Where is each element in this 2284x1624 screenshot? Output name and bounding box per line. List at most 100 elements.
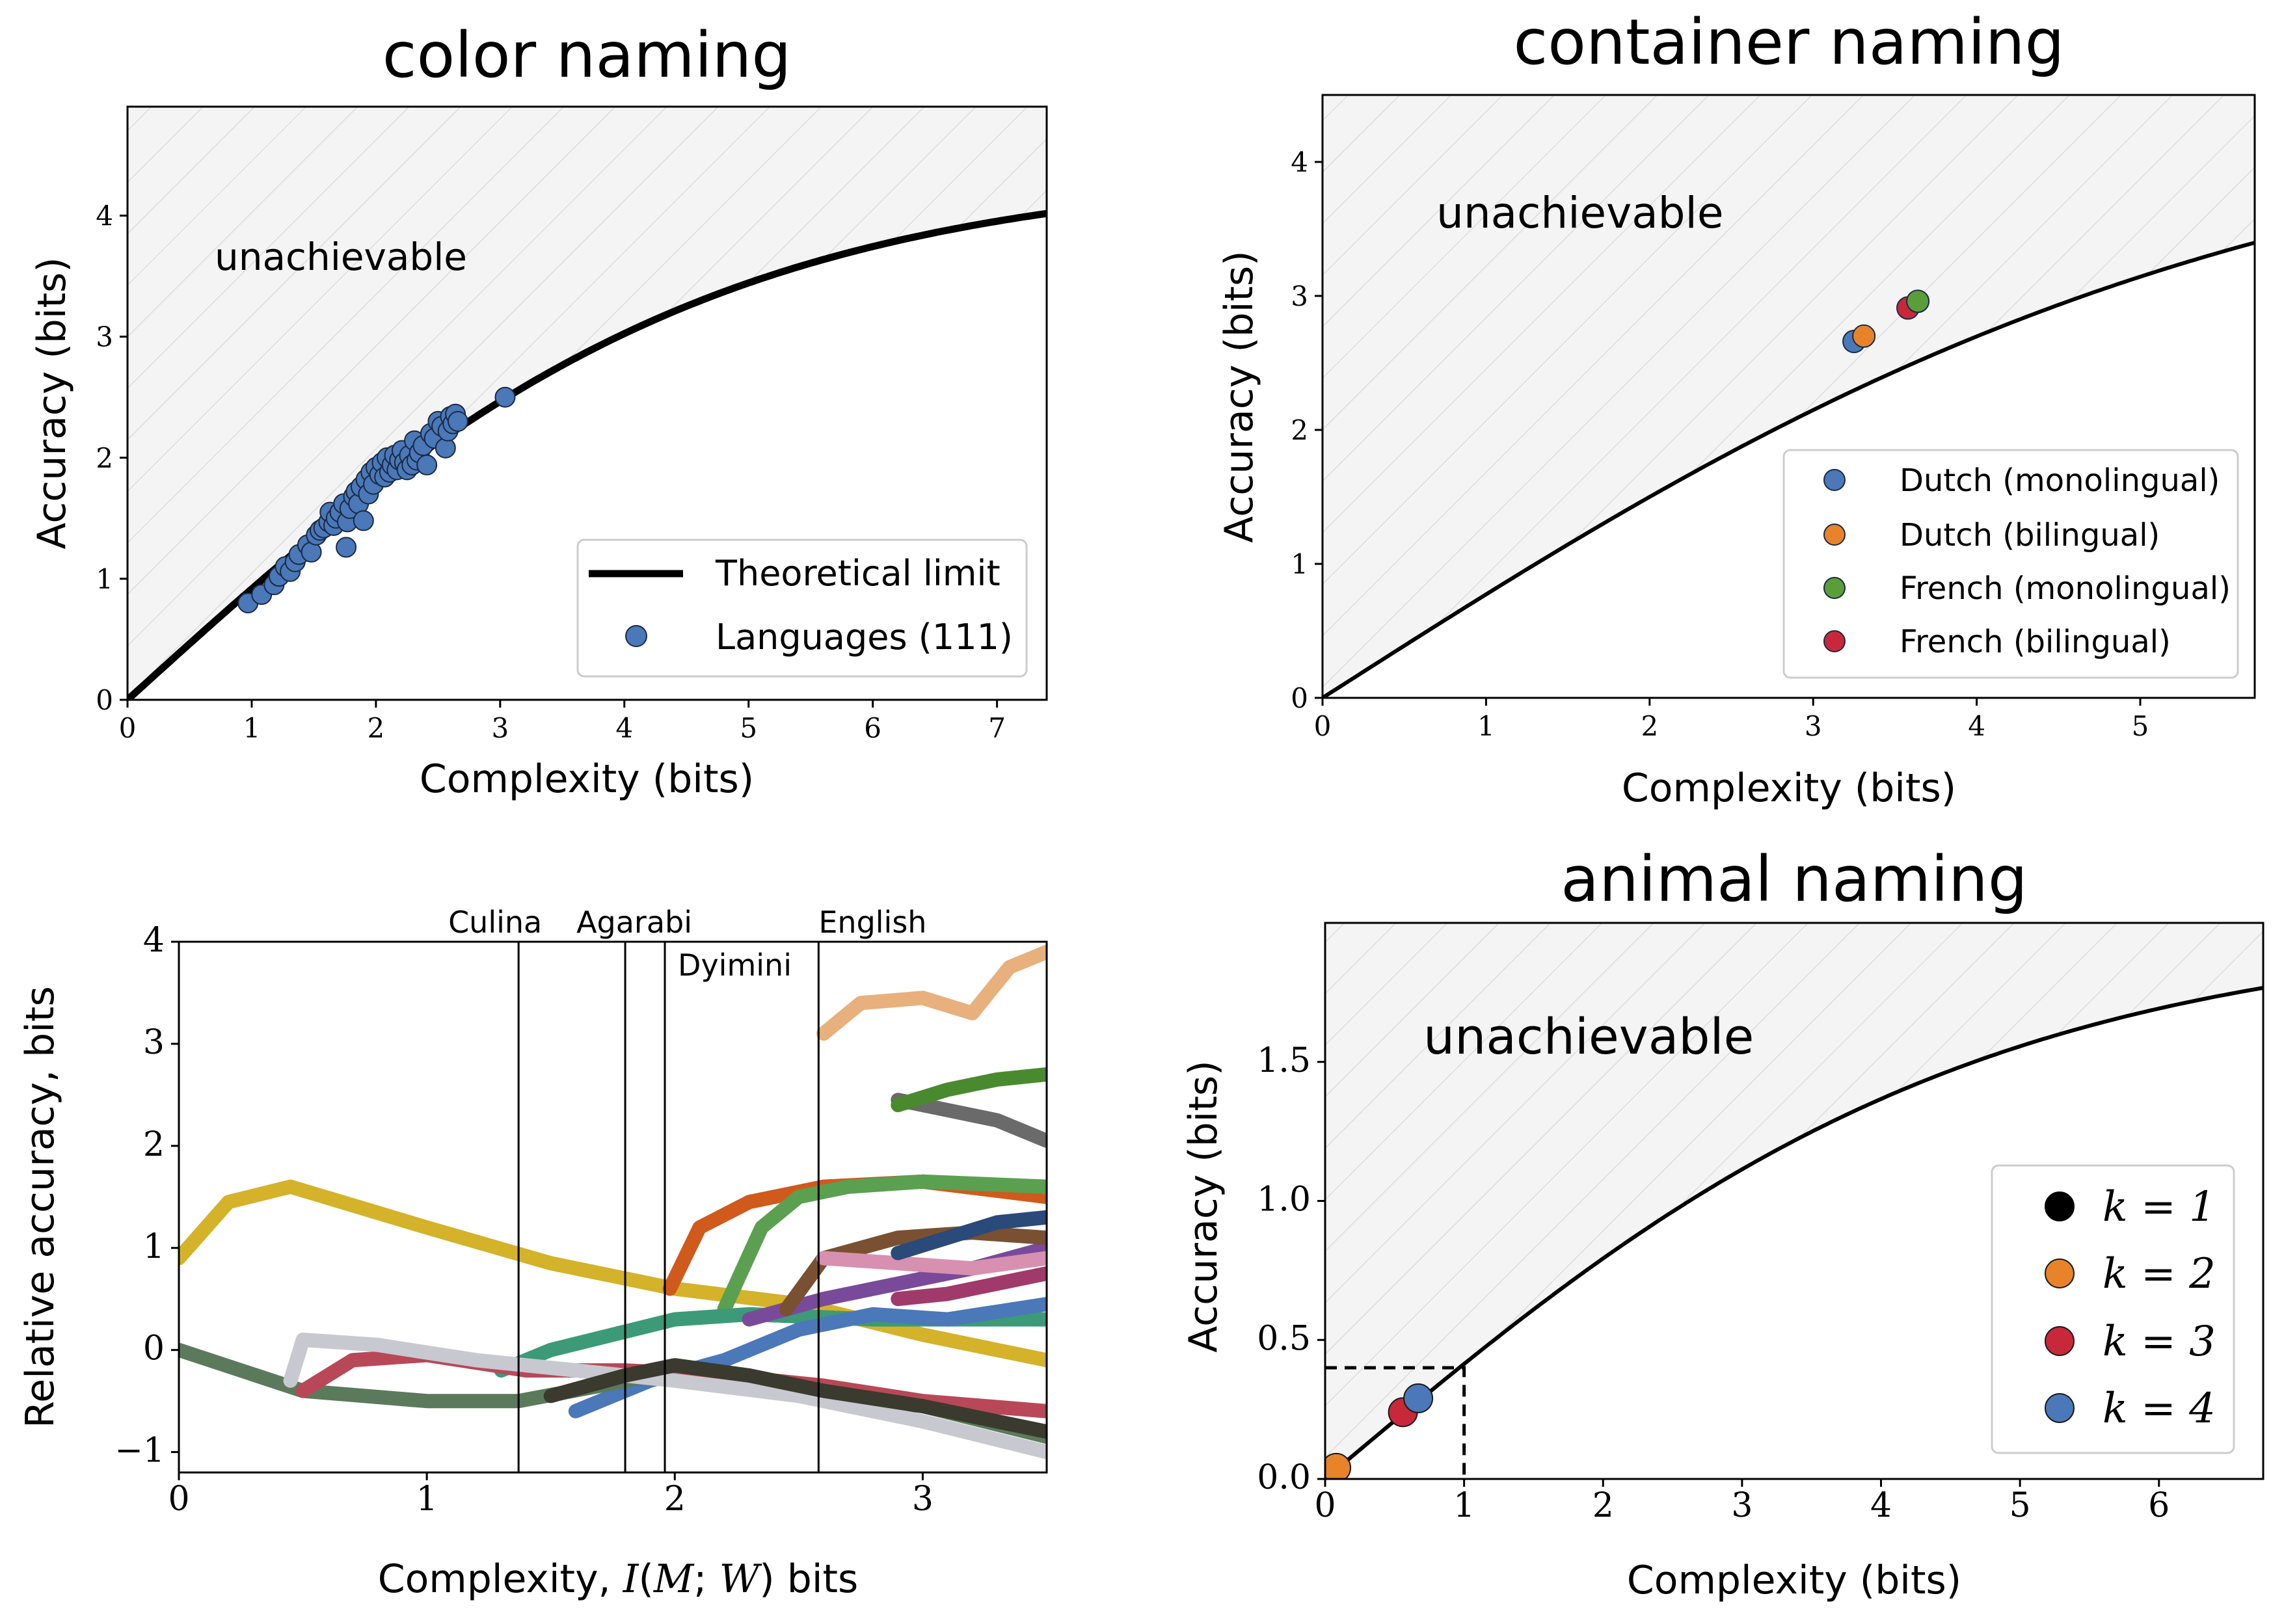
language-point — [494, 386, 516, 408]
y-axis-label: Relative accuracy, bits — [18, 986, 63, 1428]
legend: Dutch (monolingual) Dutch (bilingual) Fr… — [1782, 449, 2239, 679]
language-point — [416, 454, 438, 475]
y-tick-label: 4 — [143, 921, 165, 960]
x-tick-label: 2 — [1641, 710, 1658, 742]
x-ticks: 0 1 2 3 4 5 — [1314, 698, 2149, 742]
k-point — [1403, 1383, 1434, 1414]
axes-frame — [178, 940, 1048, 1474]
relative-accuracy-curve — [891, 1210, 1047, 1260]
y-tick-label: 3 — [143, 1023, 165, 1062]
y-ticks: 0.0 0.5 1.0 1.5 — [1257, 1041, 1325, 1497]
relative-accuracy-curves — [179, 944, 1047, 1459]
legend-marker-k4 — [2045, 1393, 2075, 1423]
y-tick-label: 1.0 — [1257, 1180, 1311, 1219]
legend: k = 1 k = 2 k = 3 k = 4 — [1991, 1164, 2235, 1454]
legend-label-k4: k = 4 — [2103, 1385, 2216, 1433]
x-tick-label: 0 — [1314, 710, 1332, 742]
y-axis-label: Accuracy (bits) — [1181, 1060, 1226, 1352]
x-tick-label: 7 — [988, 712, 1006, 744]
language-point — [336, 537, 357, 558]
legend-marker-languages — [625, 625, 647, 647]
y-tick-label: 1.5 — [1257, 1041, 1311, 1080]
legend-marker-dutch-mono — [1823, 469, 1846, 491]
x-axis-label: Complexity (bits) — [1622, 765, 1956, 811]
x-tick-label: 3 — [491, 712, 509, 744]
x-tick-label: 2 — [664, 1480, 686, 1519]
y-tick-label: 2 — [96, 442, 113, 474]
legend-label-k1: k = 1 — [2103, 1183, 2216, 1231]
x-tick-label: 5 — [740, 712, 757, 744]
x-tick-label: 3 — [1731, 1486, 1753, 1525]
language-point — [353, 510, 374, 531]
x-ticks: 0 1 2 3 4 5 6 — [1314, 1479, 2170, 1525]
relative-accuracy-curve — [779, 1225, 1047, 1316]
frontier-curve — [1325, 985, 2263, 1479]
k-points — [1325, 1383, 1434, 1479]
x-tick-label: 5 — [2132, 710, 2149, 742]
legend-marker-french-bi — [1823, 630, 1846, 652]
legend-label-languages: Languages (111) — [716, 617, 1013, 658]
x-tick-label: 0 — [168, 1480, 189, 1519]
y-tick-label: 0 — [1291, 682, 1308, 714]
x-tick-label: 1 — [416, 1480, 438, 1519]
relative-accuracy-curve — [891, 1093, 1047, 1148]
x-tick-label: 1 — [243, 712, 261, 744]
y-tick-label: 0 — [143, 1329, 165, 1368]
language-vline-label: Culina — [448, 905, 542, 940]
legend-label-dutch-bi: Dutch (bilingual) — [1900, 517, 2160, 553]
language-vline-label: English — [818, 905, 926, 940]
y-tick-label: 0.5 — [1257, 1319, 1311, 1358]
unachievable-label: unachievable — [1423, 1007, 1754, 1065]
x-axis-label: Complexity, I(M; W) bits — [378, 1556, 859, 1602]
frontier-curve — [1323, 241, 2255, 698]
unachievable-region — [128, 107, 1047, 700]
legend-label-k2: k = 2 — [2103, 1250, 2216, 1298]
y-axis-label: Accuracy (bits) — [1216, 250, 1262, 542]
y-tick-label: 4 — [1291, 146, 1308, 178]
unachievable-region — [1325, 923, 2263, 1479]
panel-title: container naming — [1513, 6, 2064, 79]
group-point — [1906, 289, 1930, 313]
x-tick-label: 3 — [912, 1480, 934, 1519]
panel-title: color naming — [383, 19, 792, 92]
x-tick-label: 0 — [119, 712, 137, 744]
legend: Theoretical limit Languages (111) — [576, 539, 1028, 678]
legend-marker-french-mono — [1823, 577, 1846, 599]
legend-label-french-mono: French (monolingual) — [1900, 570, 2231, 607]
dashed-reference — [1325, 1366, 1466, 1479]
legend-marker-k1 — [2045, 1191, 2075, 1221]
group-points — [1842, 289, 1930, 354]
x-tick-label: 1 — [1453, 1486, 1475, 1525]
y-axis-label: Accuracy (bits) — [29, 257, 75, 549]
language-vline-label: Agarabi — [576, 905, 692, 940]
y-ticks: 0 1 2 3 4 — [1291, 146, 1323, 714]
legend-marker-k3 — [2045, 1326, 2075, 1356]
language-vline-label: Dyimini — [678, 948, 792, 983]
x-tick-label: 2 — [1592, 1486, 1614, 1525]
x-ticks: 0 1 2 3 — [168, 1472, 934, 1519]
legend-label-k3: k = 3 — [2103, 1318, 2216, 1366]
relative-accuracy-curve — [816, 1251, 1047, 1276]
unachievable-label: unachievable — [1436, 188, 1724, 238]
y-tick-label: 3 — [96, 321, 113, 353]
relative-accuracy-curve — [717, 1174, 1047, 1316]
x-tick-label: 4 — [1968, 710, 1985, 742]
legend-marker-k2 — [2045, 1258, 2075, 1288]
y-tick-label: 1 — [96, 563, 113, 595]
panel-container-naming: container naming unachievable 0 1 2 3 4 5 0 1 2… — [1216, 6, 2256, 811]
y-tick-label: 4 — [96, 200, 113, 232]
language-markers: Culina Agarabi Dyimini English — [448, 905, 926, 1472]
y-tick-label: 0.0 — [1257, 1458, 1311, 1497]
axes-frame — [126, 105, 1048, 701]
y-tick-label: 2 — [143, 1125, 165, 1164]
relative-accuracy-curve — [283, 1333, 1047, 1459]
language-points — [237, 386, 516, 614]
unachievable-label: unachievable — [215, 235, 467, 279]
x-tick-label: 0 — [1314, 1486, 1336, 1525]
x-tick-label: 6 — [864, 712, 881, 744]
x-tick-label: 2 — [368, 712, 385, 744]
x-tick-label: 1 — [1477, 710, 1495, 742]
